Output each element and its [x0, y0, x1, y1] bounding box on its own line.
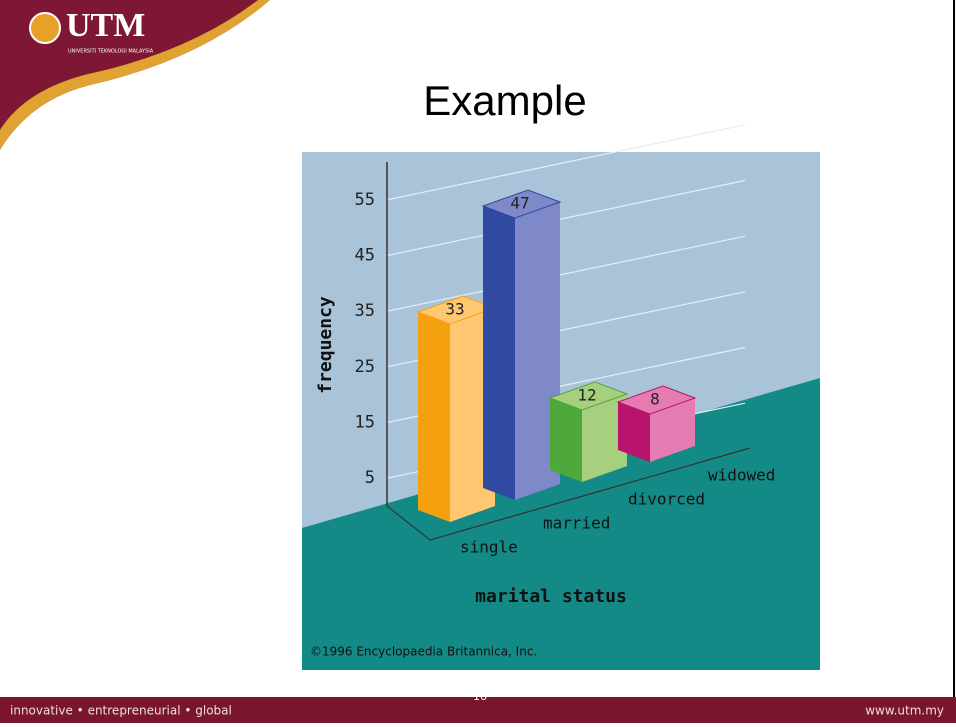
chart-floor [302, 378, 820, 670]
y-axis-label: frequency [315, 296, 336, 394]
x-tick-label: divorced [628, 490, 705, 509]
slide-title: Example [423, 77, 586, 124]
x-tick-label: single [460, 538, 518, 557]
bar-front [582, 394, 627, 482]
y-tick-label: 35 [355, 301, 375, 321]
chart: 5 15 25 35 45 55 frequency marital status ©1996 … [302, 124, 820, 670]
x-axis-label: marital status [475, 586, 627, 607]
y-tick-label: 45 [355, 246, 375, 266]
bar-front [650, 398, 695, 462]
grid-line [386, 235, 746, 312]
value-label: 8 [650, 390, 660, 409]
bar-front [515, 202, 560, 500]
logo-subtitle: UNIVERSITI TEKNOLOGI MALAYSIA [68, 49, 154, 55]
bar-side [618, 402, 650, 462]
x-tick-label: married [543, 514, 610, 533]
value-label: 47 [510, 194, 529, 213]
y-tick-label: 15 [355, 413, 375, 433]
grid-line [386, 124, 746, 201]
footer-tagline: innovative • entrepreneurial • global [10, 704, 232, 718]
y-tick-label: 25 [355, 357, 375, 377]
logo-emblem [29, 12, 61, 44]
bar-top [548, 381, 629, 411]
y-tick-label: 55 [355, 190, 375, 210]
x-tick-label: widowed [708, 466, 775, 485]
bar-side [550, 398, 582, 482]
page-number: 16 [473, 690, 487, 703]
footer-bar [0, 697, 956, 723]
logo-text: UTM [66, 7, 145, 44]
footer-url: www.utm.my [865, 704, 944, 718]
y-tick-label: 5 [365, 468, 375, 488]
bar-side [418, 312, 450, 522]
value-label: 33 [445, 300, 464, 319]
credit: ©1996 Encyclopaedia Britannica, Inc. [310, 645, 537, 659]
value-label: 12 [577, 386, 596, 405]
bar-side [483, 206, 515, 500]
floor-edge [386, 447, 751, 541]
header-swoosh [0, 0, 270, 150]
grid-line [386, 179, 746, 257]
bar-top [481, 189, 562, 219]
bar-top [616, 385, 697, 415]
